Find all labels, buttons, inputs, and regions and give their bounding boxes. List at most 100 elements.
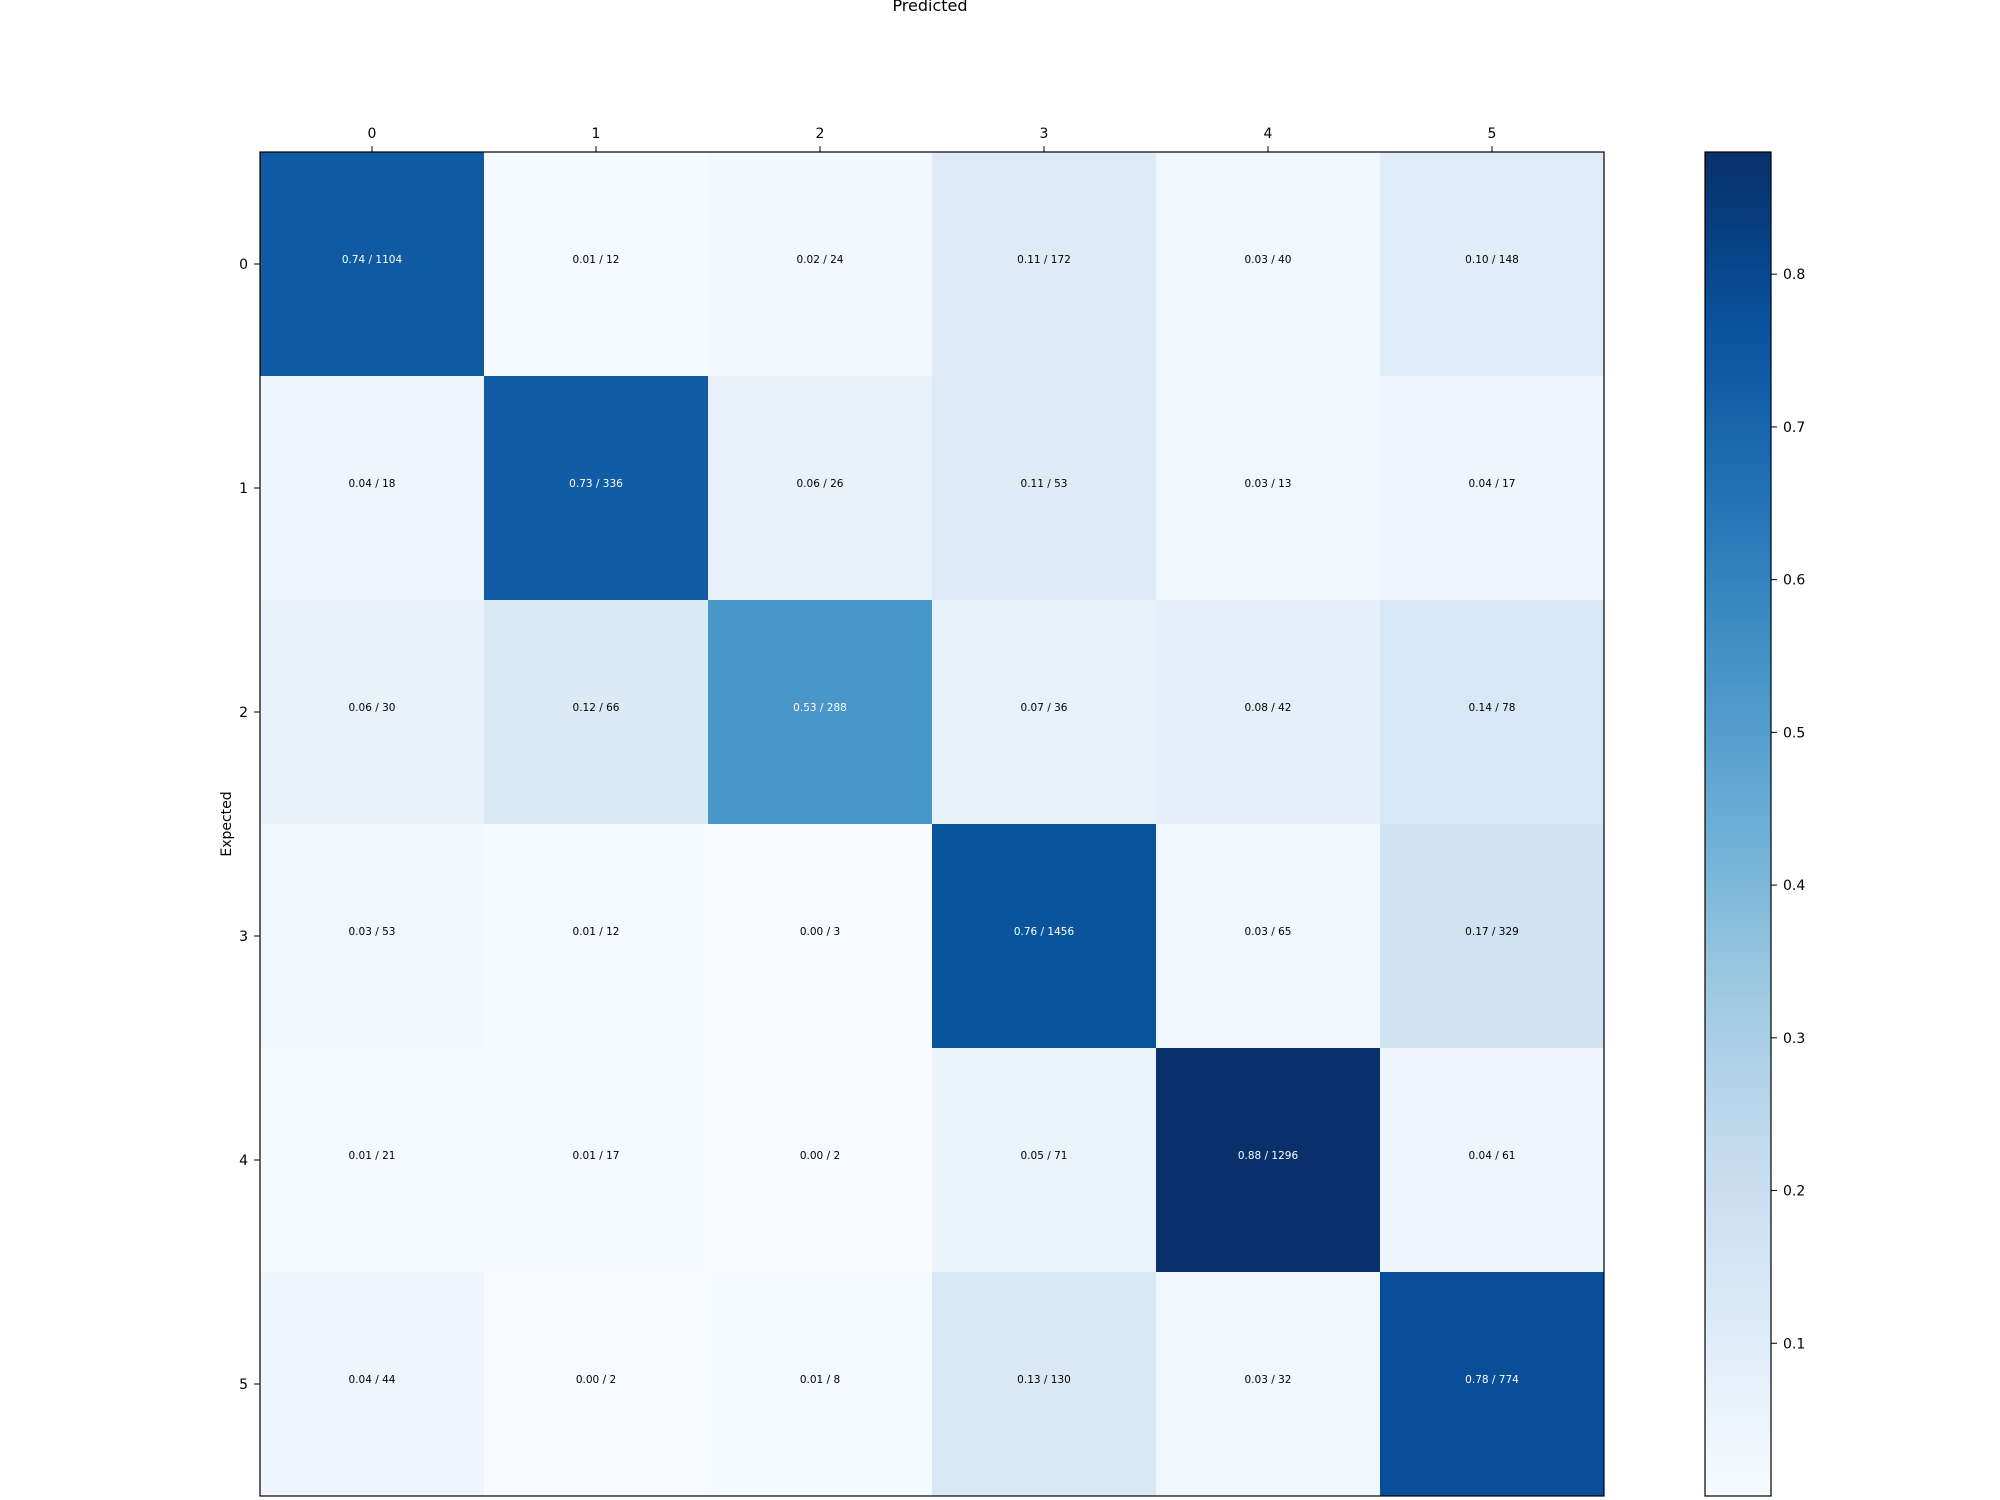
y-tick-label: 1	[239, 481, 248, 497]
cell-value-label: 0.01 / 12	[573, 254, 620, 266]
heatmap-cell	[484, 152, 708, 376]
heatmap-cell	[932, 600, 1156, 824]
heatmap-cell	[708, 1272, 932, 1496]
y-tick-label: 5	[239, 1377, 248, 1393]
cell-value-label: 0.53 / 288	[793, 702, 847, 714]
chart-title: Predicted	[892, 0, 967, 15]
cell-value-label: 0.76 / 1456	[1014, 926, 1075, 938]
cell-value-label: 0.01 / 8	[800, 1374, 840, 1386]
cell-value-label: 0.74 / 1104	[342, 254, 403, 266]
cell-value-label: 0.00 / 2	[576, 1374, 616, 1386]
heatmap-cell	[484, 376, 708, 600]
heatmap-cell	[1156, 600, 1380, 824]
heatmap-cell	[1156, 152, 1380, 376]
cell-value-label: 0.01 / 12	[573, 926, 620, 938]
y-axis-label: Expected	[219, 791, 235, 856]
heatmap-cell	[260, 824, 484, 1048]
heatmap-cells	[260, 152, 1604, 1496]
cell-value-label: 0.88 / 1296	[1238, 1150, 1299, 1162]
x-axis-ticks: 0 1 2 3 4 5	[368, 126, 1497, 152]
y-tick-label: 3	[239, 929, 248, 945]
heatmap-cell	[708, 1048, 932, 1272]
colorbar-tick-label: 0.6	[1783, 573, 1805, 589]
x-tick-label: 0	[368, 126, 377, 142]
cell-value-label: 0.07 / 36	[1021, 702, 1068, 714]
cell-value-label: 0.78 / 774	[1465, 1374, 1519, 1386]
cell-value-label: 0.03 / 65	[1245, 926, 1292, 938]
cell-value-label: 0.01 / 17	[573, 1150, 620, 1162]
heatmap-cell	[1380, 1272, 1604, 1496]
colorbar-tick-label: 0.1	[1783, 1336, 1805, 1352]
y-tick-label: 4	[239, 1153, 248, 1169]
cell-value-label: 0.03 / 53	[349, 926, 396, 938]
x-tick-label: 1	[592, 126, 601, 142]
colorbar-tick-label: 0.2	[1783, 1184, 1805, 1200]
heatmap-cell	[932, 1048, 1156, 1272]
heatmap-cell	[1156, 1272, 1380, 1496]
cell-value-label: 0.04 / 61	[1469, 1150, 1516, 1162]
cell-value-label: 0.00 / 3	[800, 926, 840, 938]
heatmap-cell	[1156, 824, 1380, 1048]
heatmap-cell	[260, 1272, 484, 1496]
x-tick-label: 2	[816, 126, 825, 142]
cell-value-label: 0.14 / 78	[1469, 702, 1516, 714]
cell-value-label: 0.04 / 18	[349, 478, 396, 490]
cell-value-label: 0.03 / 13	[1245, 478, 1292, 490]
cell-value-label: 0.17 / 329	[1465, 926, 1519, 938]
cell-value-label: 0.11 / 53	[1021, 478, 1068, 490]
heatmap-cell	[932, 152, 1156, 376]
cell-value-label: 0.04 / 44	[349, 1374, 396, 1386]
heatmap-cell	[708, 152, 932, 376]
cell-value-label: 0.01 / 21	[349, 1150, 396, 1162]
cell-value-label: 0.03 / 32	[1245, 1374, 1292, 1386]
heatmap-cell	[484, 600, 708, 824]
colorbar-tick-label: 0.3	[1783, 1031, 1805, 1047]
colorbar-tick-label: 0.7	[1783, 420, 1805, 436]
heatmap-cell	[484, 1048, 708, 1272]
heatmap-cell	[1156, 1048, 1380, 1272]
heatmap-cell	[708, 824, 932, 1048]
cell-value-label: 0.06 / 30	[349, 702, 396, 714]
y-tick-label: 0	[239, 257, 248, 273]
heatmap-cell	[260, 152, 484, 376]
heatmap-cell	[1156, 376, 1380, 600]
cell-value-label: 0.73 / 336	[569, 478, 623, 490]
colorbar-gradient	[1704, 151, 1772, 1497]
cell-value-label: 0.13 / 130	[1017, 1374, 1071, 1386]
plot-frame	[259, 151, 1605, 1497]
heatmap-cell	[708, 600, 932, 824]
heatmap-cell	[484, 824, 708, 1048]
cell-value-label: 0.11 / 172	[1017, 254, 1071, 266]
heatmap-cell	[932, 1272, 1156, 1496]
colorbar-tick-label: 0.8	[1783, 267, 1805, 283]
cell-value-label: 0.05 / 71	[1021, 1150, 1068, 1162]
heatmap-cell	[1380, 1048, 1604, 1272]
heatmap-cell	[260, 600, 484, 824]
y-axis-ticks: 0 1 2 3 4 5	[239, 257, 260, 1393]
colorbar: 0.1 0.2 0.3 0.4 0.5 0.6 0.7 0.8	[1704, 151, 1805, 1497]
heatmap-cell	[484, 1272, 708, 1496]
cell-value-label: 0.12 / 66	[573, 702, 620, 714]
cell-value-label: 0.00 / 2	[800, 1150, 840, 1162]
heatmap-cell	[1380, 824, 1604, 1048]
colorbar-tick-label: 0.4	[1783, 878, 1805, 894]
x-tick-label: 5	[1488, 126, 1497, 142]
cell-value-label: 0.10 / 148	[1465, 254, 1519, 266]
cell-value-label: 0.02 / 24	[797, 254, 844, 266]
cell-value-label: 0.06 / 26	[797, 478, 844, 490]
heatmap-cell	[1380, 376, 1604, 600]
heatmap-cell	[260, 1048, 484, 1272]
cell-value-label: 0.08 / 42	[1245, 702, 1292, 714]
cell-value-label: 0.04 / 17	[1469, 478, 1516, 490]
x-tick-label: 3	[1040, 126, 1049, 142]
heatmap-cell	[708, 376, 932, 600]
colorbar-tick-label: 0.5	[1783, 725, 1805, 741]
cell-value-label: 0.03 / 40	[1245, 254, 1292, 266]
heatmap-cell	[932, 824, 1156, 1048]
heatmap-cell-labels: 0.74 / 1104 0.01 / 12 0.02 / 24 0.11 / 172 0…	[342, 254, 1519, 1386]
heatmap-cell	[1380, 600, 1604, 824]
heatmap-cell	[932, 376, 1156, 600]
y-tick-label: 2	[239, 705, 248, 721]
heatmap-cell	[1380, 152, 1604, 376]
